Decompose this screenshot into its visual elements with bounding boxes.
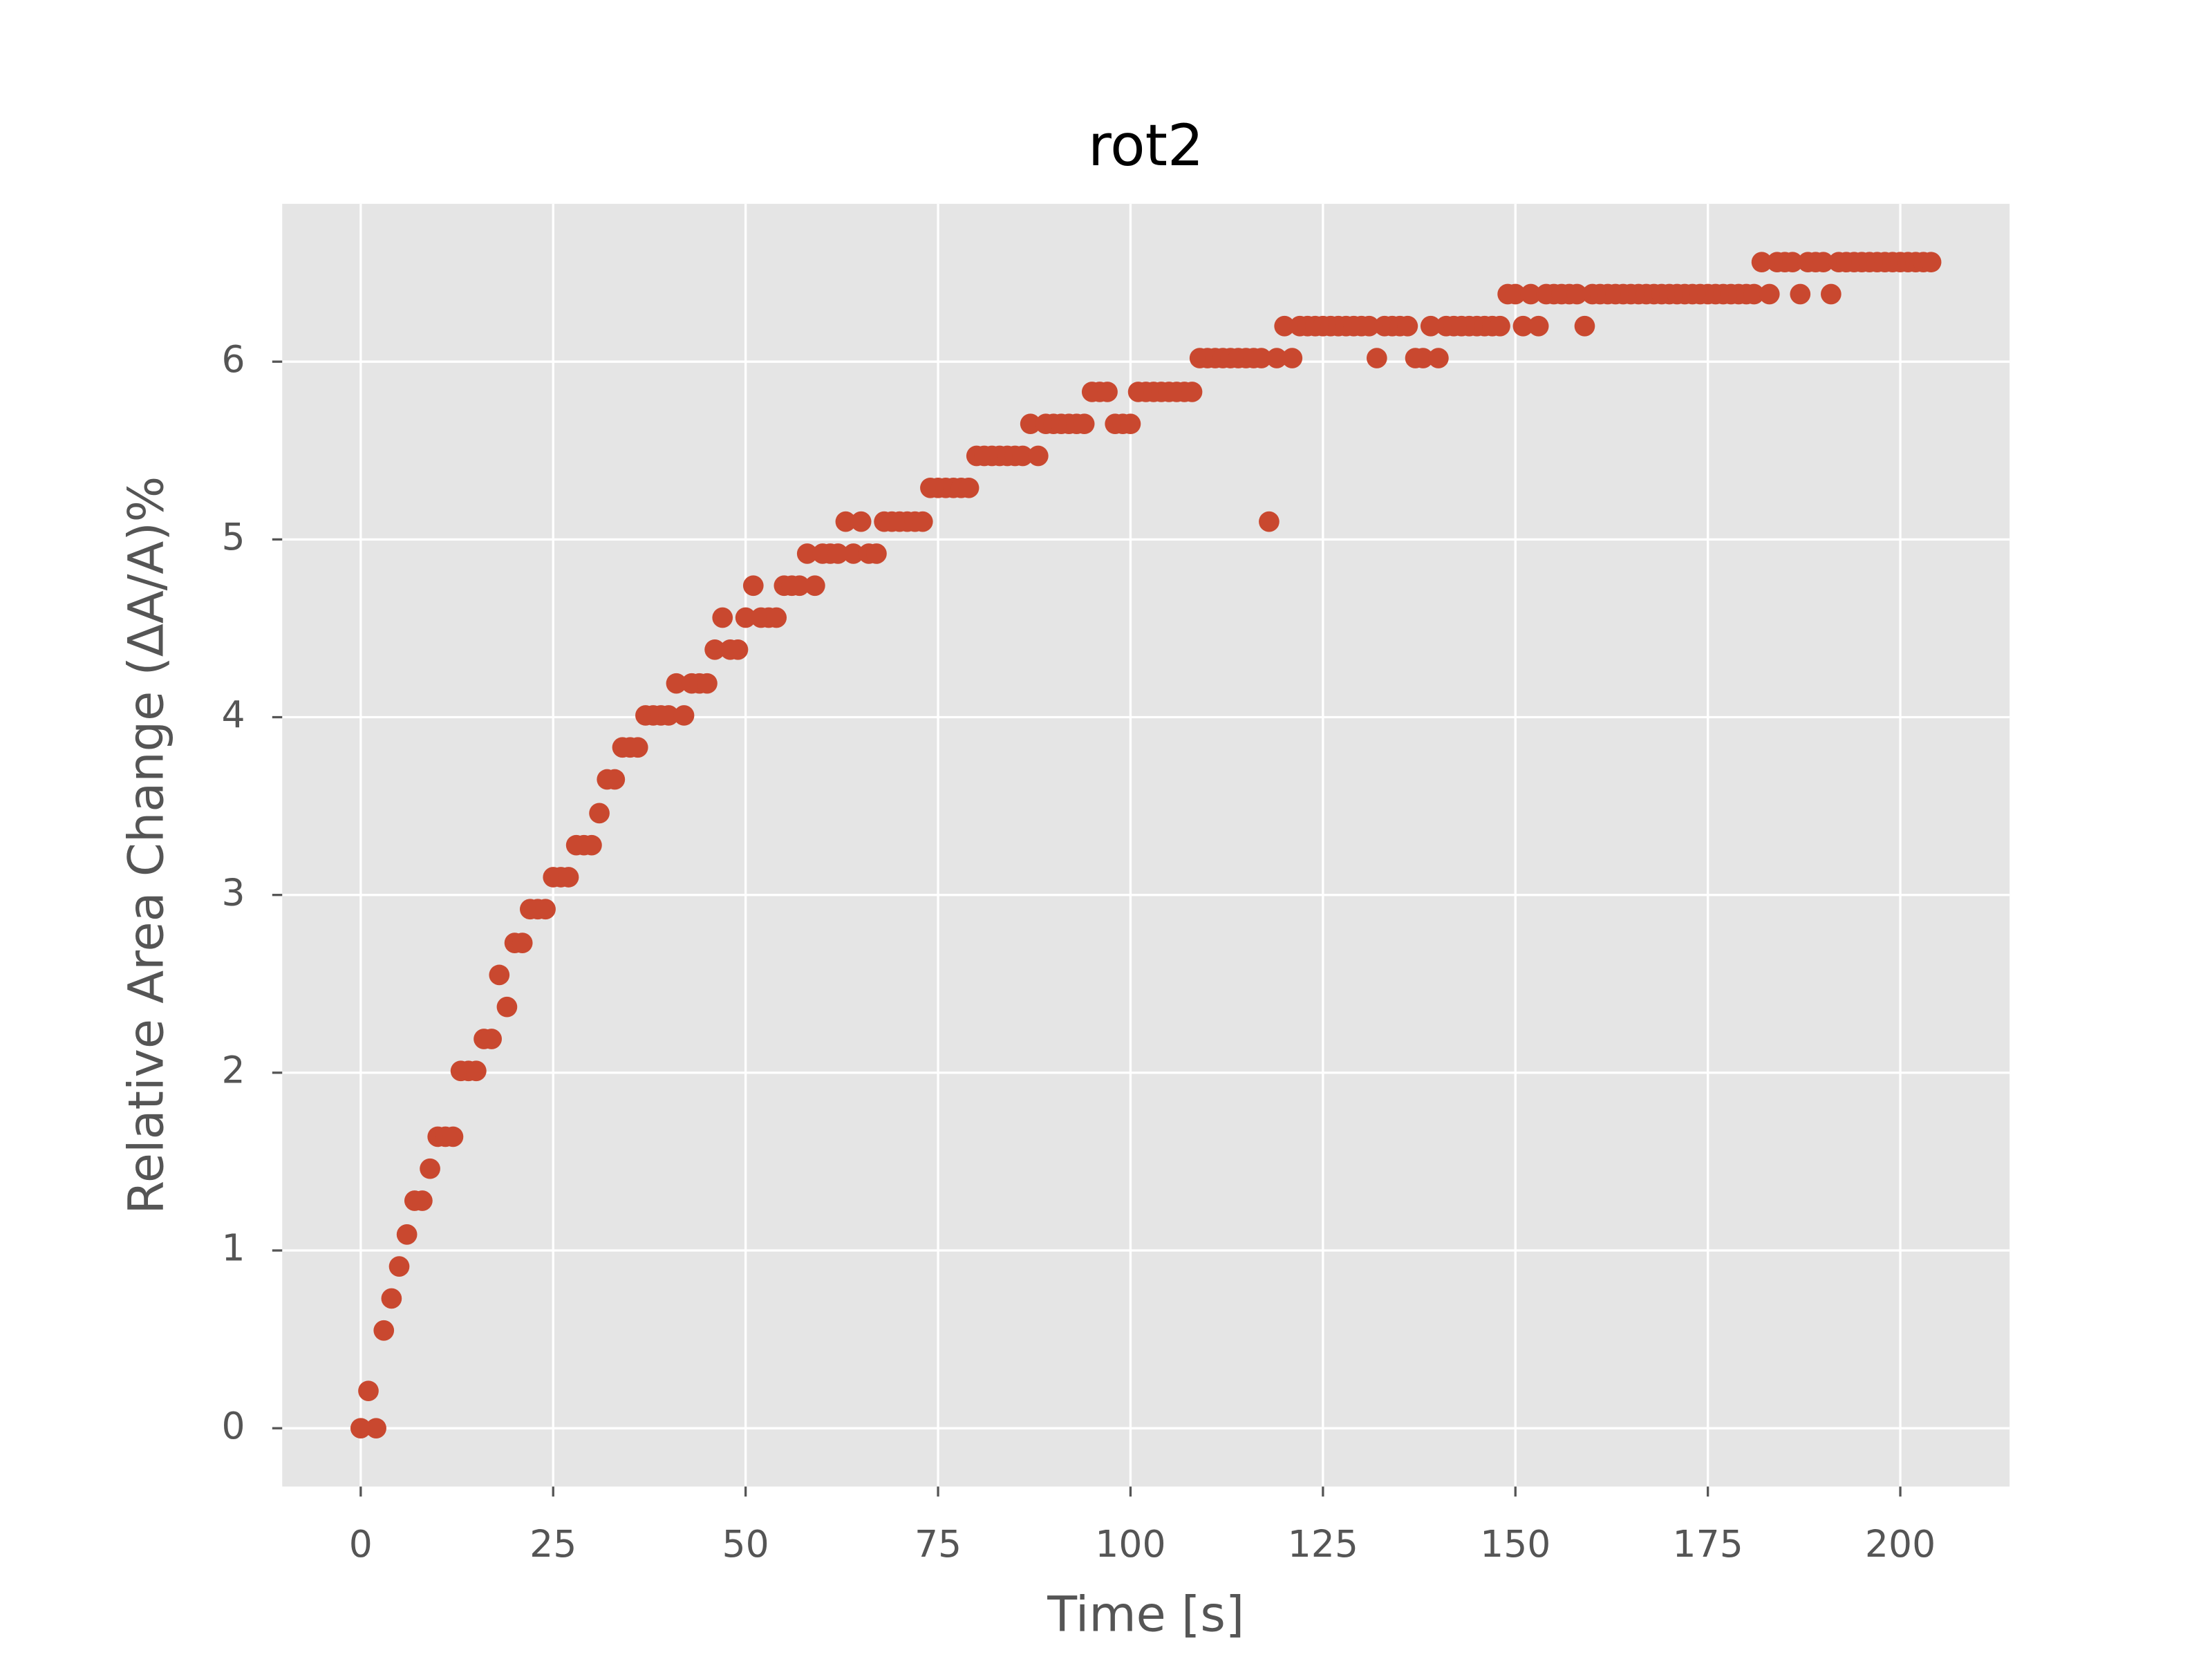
point xyxy=(489,964,510,986)
point xyxy=(481,1029,502,1049)
point xyxy=(1512,315,1534,337)
point xyxy=(412,1190,433,1211)
point xyxy=(1420,315,1441,337)
y-tick-label: 5 xyxy=(222,515,245,559)
point xyxy=(373,1320,395,1341)
point xyxy=(1266,348,1287,368)
x-axis-label: Time [s] xyxy=(1047,1586,1244,1642)
point xyxy=(388,1256,410,1277)
point xyxy=(697,673,718,694)
point xyxy=(466,1060,487,1082)
point xyxy=(1027,445,1049,467)
x-tick-label: 0 xyxy=(349,1522,373,1566)
point xyxy=(1397,315,1418,337)
point xyxy=(581,834,602,856)
point xyxy=(1821,283,1841,305)
point xyxy=(1012,445,1033,467)
x-tick-label: 125 xyxy=(1288,1522,1358,1566)
x-tick-label: 100 xyxy=(1095,1522,1165,1566)
y-tick-label: 0 xyxy=(222,1404,245,1447)
y-tick-label: 6 xyxy=(222,337,245,381)
point xyxy=(727,639,749,660)
point xyxy=(704,639,725,660)
x-tick-label: 75 xyxy=(915,1522,962,1566)
point xyxy=(358,1380,379,1402)
y-tick-label: 2 xyxy=(222,1048,245,1091)
point xyxy=(766,607,787,628)
point xyxy=(442,1126,464,1147)
x-tick-label: 175 xyxy=(1673,1522,1743,1566)
point xyxy=(627,737,648,758)
point xyxy=(1743,283,1765,305)
point xyxy=(350,1418,371,1439)
point xyxy=(1412,348,1434,368)
point xyxy=(512,932,533,953)
y-tick-label: 1 xyxy=(222,1226,245,1270)
x-tick-label: 150 xyxy=(1480,1522,1550,1566)
point xyxy=(1428,348,1449,368)
point xyxy=(1250,348,1272,368)
point xyxy=(1181,382,1203,402)
point xyxy=(1020,413,1041,435)
point xyxy=(1790,283,1811,305)
point xyxy=(843,543,864,564)
point xyxy=(1528,315,1549,337)
point xyxy=(712,607,733,628)
point xyxy=(796,543,818,564)
point xyxy=(850,511,872,532)
point xyxy=(1751,252,1772,273)
point xyxy=(912,511,933,532)
point xyxy=(958,477,980,498)
point xyxy=(366,1418,386,1439)
point xyxy=(789,575,810,597)
point xyxy=(535,899,556,920)
point xyxy=(1520,283,1541,305)
point xyxy=(827,543,849,564)
point xyxy=(666,673,687,694)
point xyxy=(420,1158,440,1179)
point xyxy=(1366,348,1387,368)
point xyxy=(1097,382,1118,402)
point xyxy=(381,1288,402,1309)
point xyxy=(658,705,679,726)
y-tick-label: 3 xyxy=(222,870,245,914)
point xyxy=(742,575,764,597)
points xyxy=(350,252,1942,1439)
point xyxy=(558,867,579,888)
x-tick-label: 25 xyxy=(529,1522,577,1566)
point xyxy=(1759,283,1780,305)
point xyxy=(1259,511,1280,532)
chart-title: rot2 xyxy=(1088,113,1203,179)
point xyxy=(805,575,825,597)
point xyxy=(735,607,756,628)
point xyxy=(1812,252,1834,273)
x-tick-label: 50 xyxy=(722,1522,769,1566)
y-tick-label: 4 xyxy=(222,693,245,736)
y-axis-label: Relative Area Change (ΔA/A)% xyxy=(118,476,175,1215)
point xyxy=(1782,252,1803,273)
point xyxy=(673,705,695,726)
grid xyxy=(282,203,2010,1487)
point xyxy=(1566,283,1588,305)
point xyxy=(1490,315,1510,337)
point xyxy=(496,996,518,1018)
point xyxy=(1074,413,1095,435)
point xyxy=(835,511,856,532)
point xyxy=(1120,413,1141,435)
point xyxy=(1574,315,1595,337)
point xyxy=(1274,315,1295,337)
point xyxy=(866,543,887,564)
point xyxy=(1282,348,1303,368)
point xyxy=(396,1224,418,1245)
point xyxy=(604,769,626,790)
x-tick-label: 200 xyxy=(1865,1522,1936,1566)
point xyxy=(1505,283,1526,305)
point xyxy=(1358,315,1380,337)
point xyxy=(589,803,610,824)
point xyxy=(1920,252,1942,273)
